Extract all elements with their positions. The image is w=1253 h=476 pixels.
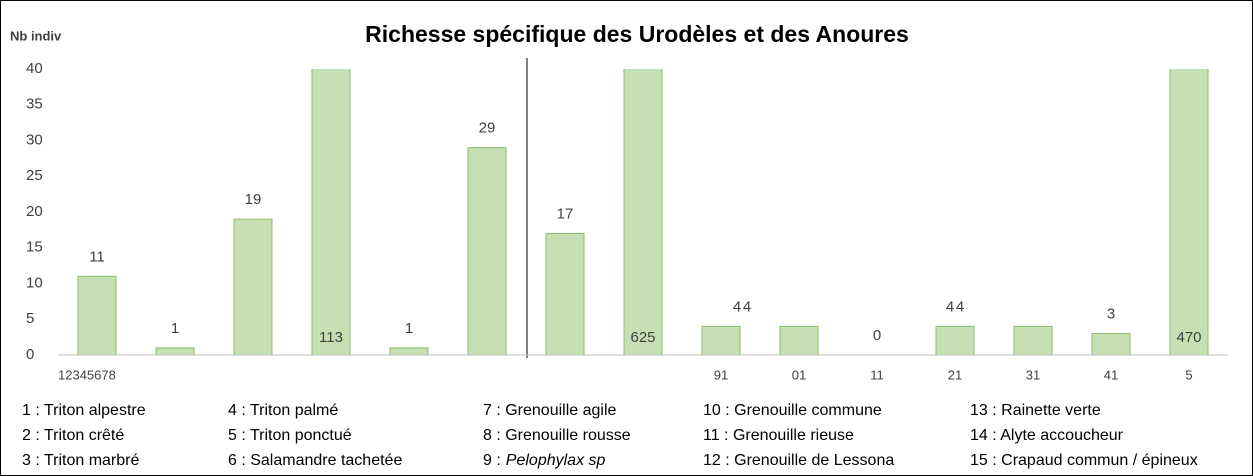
data-label: 625	[630, 329, 655, 346]
bar	[624, 0, 662, 355]
key-item: 13 : Rainette verte	[970, 402, 1101, 419]
x-tick-label: 91	[714, 367, 728, 382]
bar	[78, 276, 116, 355]
key-item: 12 : Grenouille de Lessona	[703, 452, 894, 469]
key-item: 6 : Salamandre tachetée	[228, 452, 402, 469]
bar	[1014, 326, 1052, 355]
key-number: 9 :	[483, 452, 501, 469]
bar	[156, 348, 194, 355]
key-item: 15 : Crapaud commun / épineux	[970, 452, 1198, 469]
bar	[1092, 334, 1130, 355]
y-tick-label: 40	[26, 60, 43, 77]
key-item: 14 : Alyte accoucheur	[970, 427, 1124, 444]
bar	[780, 326, 818, 355]
data-label: 4	[733, 298, 741, 315]
data-label: 3	[1107, 306, 1115, 323]
bars	[78, 0, 1208, 355]
bar	[468, 148, 506, 355]
y-tick-label: 25	[26, 167, 43, 184]
data-label: 4	[743, 298, 751, 315]
data-label: 0	[873, 327, 881, 344]
bar	[390, 348, 428, 355]
data-label: 19	[245, 191, 262, 208]
key-name: Pelophylax sp	[506, 452, 606, 469]
key-item: 7 : Grenouille agile	[483, 402, 617, 419]
bar	[1170, 0, 1208, 355]
x-tick-label: 11	[870, 367, 884, 382]
data-label: 470	[1176, 329, 1201, 346]
bar	[936, 326, 974, 355]
data-label: 11	[89, 248, 105, 265]
bar	[234, 219, 272, 355]
bar	[702, 326, 740, 355]
bar	[546, 233, 584, 355]
key-item: 8 : Grenouille rousse	[483, 427, 631, 444]
key-item: 10 : Grenouille commune	[703, 402, 882, 419]
key-item: 1 : Triton alpestre	[22, 402, 146, 419]
y-tick-label: 0	[26, 346, 34, 363]
x-tick-label: 21	[948, 367, 962, 382]
y-tick-label: 15	[26, 239, 43, 256]
x-tick-label: 31	[1026, 367, 1040, 382]
chart: Richesse spécifique des Urodèles et des …	[0, 0, 1253, 476]
data-label: 29	[479, 120, 496, 137]
data-label: 1	[405, 320, 413, 337]
data-label: 113	[319, 329, 343, 346]
x-tick-label: 41	[1104, 367, 1118, 382]
key-item: 3 : Triton marbré	[22, 452, 139, 469]
y-tick-label: 20	[26, 203, 43, 220]
key-item: 2 : Triton crêté	[22, 427, 124, 444]
y-tick-label: 35	[26, 96, 43, 113]
y-tick-label: 30	[26, 131, 43, 148]
x-tick-label: 5	[1185, 367, 1192, 382]
key-item: 11 : Grenouille rieuse	[703, 427, 854, 444]
data-label: 1	[171, 320, 179, 337]
chart-title: Richesse spécifique des Urodèles et des …	[365, 21, 909, 47]
y-tick-label: 10	[26, 274, 43, 291]
x-tick-label: 01	[792, 367, 806, 382]
data-label: 4	[956, 298, 964, 315]
y-axis-label: Nb indiv	[10, 28, 62, 43]
key-item: 9 : Pelophylax sp	[483, 452, 606, 469]
data-label: 4	[946, 298, 954, 315]
x-tick-label: 12345678	[58, 367, 116, 382]
key-item: 5 : Triton ponctué	[228, 427, 352, 444]
key-item: 4 : Triton palmé	[228, 402, 338, 419]
bar	[312, 0, 350, 355]
y-tick-label: 5	[26, 310, 34, 327]
data-label: 17	[557, 205, 574, 222]
